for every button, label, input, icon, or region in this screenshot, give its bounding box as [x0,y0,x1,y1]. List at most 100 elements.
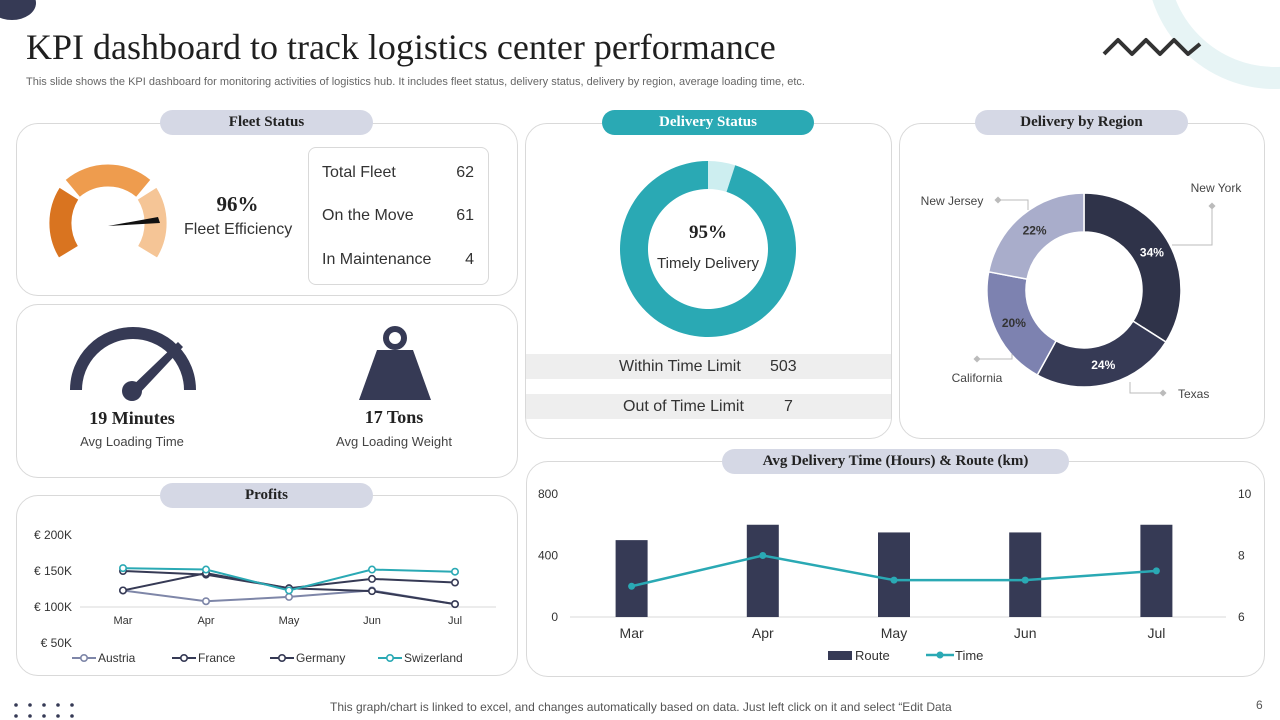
delivery-region-heading: Delivery by Region [975,110,1188,135]
route-xtick: Jun [1014,625,1037,641]
route-ytick-right: 10 [1238,487,1252,501]
time-point [759,552,767,559]
region-leader-line [998,199,1029,210]
region-leader-dot [994,196,1002,204]
loading-weight-value: 17 Tons [364,407,424,427]
footer-note: This graph/chart is linked to excel, and… [330,700,952,714]
profits-xtick: Jul [448,615,462,627]
timely-delivery-label: Timely Delivery [657,255,759,272]
profits-point [119,586,128,595]
region-leader-line [1129,382,1163,394]
profits-point [450,600,459,609]
time-point [1021,576,1029,584]
fleet-efficiency-label: Fleet Efficiency [184,221,293,238]
region-category-label: California [952,371,1003,385]
loading-time-value: 19 Minutes [89,408,175,428]
profits-point [202,597,211,606]
region-leader-line [1172,206,1213,246]
region-slice-label: 34% [1140,246,1164,260]
profits-ytick: € 150K [34,564,72,578]
fleet-row-value: 4 [465,251,474,268]
route-ytick-left: 800 [538,487,558,501]
region-slice [1036,320,1167,388]
fleet-row-value: 61 [456,207,474,224]
page-title: KPI dashboard to track logistics center … [26,27,776,67]
delivery-row-out: Out of Time Limit 7 [526,394,891,419]
region-category-label: New York [1191,181,1243,195]
fleet-summary-table: Total Fleet 62 On the Move 61 In Mainten… [308,147,489,285]
delivery-row-label: Within Time Limit [619,358,741,375]
profits-legend-marker [385,654,394,663]
region-leader-line [977,354,1013,360]
profits-ytick: € 100K [34,600,72,614]
profits-point [367,574,376,583]
time-point [628,582,636,590]
time-legend-label: Time [955,648,983,663]
route-ytick-left: 0 [551,610,558,624]
gauge-segment-mid [65,164,151,198]
profits-heading: Profits [160,483,373,508]
fleet-row-label: On the Move [322,207,414,224]
profits-ytick: € 50K [41,636,72,650]
route-ytick-right: 6 [1238,610,1245,624]
gauge-segment-dark [49,187,79,258]
fleet-row-maintenance: In Maintenance 4 [322,251,474,269]
donut-slice-late [708,161,736,192]
route-bar [1009,532,1042,617]
region-slice-label: 20% [1002,316,1026,330]
profits-line-chart: € 200K € 150K € 100K € 50K Mar Apr May Jun Jul Au… [34,528,496,665]
time-legend-marker [936,651,944,659]
profits-legend-marker [277,654,286,663]
profits-legend-label: Germany [296,651,345,665]
profits-point [202,565,211,574]
weight-icon [359,326,431,400]
delivery-row-label: Out of Time Limit [623,398,744,415]
profits-xtick: Mar [114,615,133,627]
profits-legend-label: Austria [98,651,136,665]
profits-legend-marker [79,654,88,663]
route-legend-label: Route [855,648,890,663]
region-leader-dot [1208,202,1216,210]
timely-delivery-percent: 95% [689,222,727,243]
profits-ytick: € 200K [34,528,72,542]
profits-xtick: May [279,615,300,627]
delivery-status-heading: Delivery Status [602,110,814,135]
loading-panel [16,304,518,478]
corner-ring-decoration [1152,0,1280,89]
delivery-row-value: 503 [770,358,797,375]
fleet-row-value: 62 [456,164,474,181]
profits-point [450,578,459,587]
page-number: 6 [1256,698,1263,712]
route-time-combo-chart: 800 400 0 10 8 6 Mar Apr May Jun Jul Route Time [538,487,1252,663]
region-category-label: New Jersey [921,194,984,208]
profits-point [284,586,293,595]
page-subtitle: This slide shows the KPI dashboard for m… [26,76,805,88]
loading-weight-label: Avg Loading Weight [336,434,452,449]
route-bar [615,540,648,617]
profits-point [119,564,128,573]
profits-point [450,567,459,576]
delivery-row-within: Within Time Limit 503 [526,354,891,379]
profits-xtick: Jun [363,615,381,627]
region-leader-dot [1159,389,1167,397]
profits-point [284,592,293,601]
region-leader-dot [973,355,981,363]
gauge-needle [108,217,160,226]
profits-legend-marker [180,654,189,663]
dots-decoration [14,703,74,718]
fleet-row-label: Total Fleet [322,164,396,181]
delivery-row-value: 7 [784,398,793,415]
fleet-status-panel [16,123,518,296]
region-slice [1083,192,1182,344]
route-xtick: Jul [1147,625,1165,641]
route-ytick-left: 400 [538,549,558,563]
fleet-status-heading: Fleet Status [160,110,373,135]
region-slice-label: 24% [1091,358,1115,372]
profits-xtick: Apr [197,615,214,627]
corner-dot-decoration [0,0,36,20]
route-ytick-right: 8 [1238,549,1245,563]
fleet-row-total: Total Fleet 62 [322,164,474,182]
route-xtick: Mar [620,625,644,641]
profits-point [367,565,376,574]
fleet-row-label: In Maintenance [322,251,432,268]
